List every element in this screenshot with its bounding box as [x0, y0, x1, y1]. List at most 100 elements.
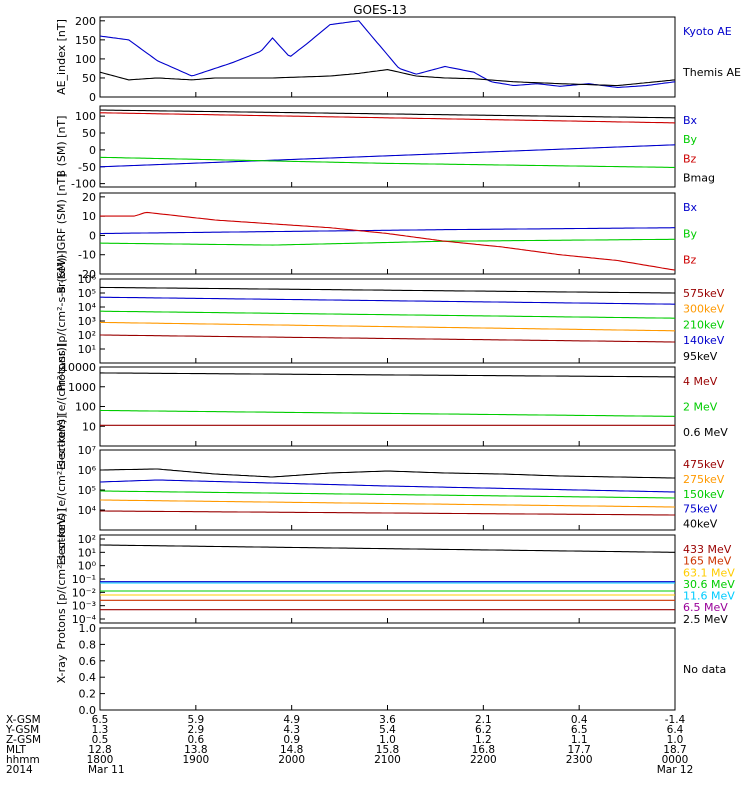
x-tick-value: 1.2 — [475, 734, 492, 746]
x-tick-value: 4.3 — [283, 724, 300, 736]
y-tick-label: 1.0 — [79, 622, 97, 635]
legend-entry: Bx — [683, 201, 698, 214]
y-tick-label: 0.0 — [79, 704, 97, 717]
legend-entry: 0.6 MeV — [683, 426, 728, 439]
x-tick-value: 2100 — [374, 754, 401, 766]
x-tick-value: 0.9 — [283, 734, 300, 746]
legend-entry: 275keV — [683, 473, 725, 486]
series-95kev — [100, 334, 675, 343]
x-tick-value: 0.4 — [571, 714, 588, 726]
y-axis-label: Electrons [e/(cm²-s-sr-keV)] — [55, 415, 68, 566]
y-tick-label: -100 — [71, 178, 96, 191]
y-axis-label: Protons [p/(cm²-s-sr-keV)] — [55, 508, 68, 649]
y-tick-label: 10¹ — [78, 546, 96, 559]
y-tick-label: 0 — [89, 91, 96, 104]
series-themis-ae — [99, 69, 676, 87]
y-tick-label: 0.2 — [79, 688, 97, 701]
x-row-label: Z-GSM — [6, 734, 41, 746]
y-axis-label: X-ray — [55, 654, 68, 683]
y-tick-label: 10⁻¹ — [72, 573, 96, 586]
legend-entry: 575keV — [683, 287, 725, 300]
y-tick-label: 50 — [82, 72, 96, 85]
y-tick-label: 200 — [75, 15, 96, 28]
series-bz — [100, 112, 676, 124]
y-tick-label: 20 — [82, 191, 96, 204]
x-tick-value: 0000 — [662, 754, 689, 766]
y-tick-label: 0 — [89, 144, 96, 157]
legend-entry: 6.5 MeV — [683, 601, 728, 614]
y-tick-label: -50 — [78, 161, 96, 174]
y-tick-label: 10⁶ — [78, 464, 97, 477]
series-bmag — [99, 109, 675, 119]
legend-entry: 433 MeV — [683, 543, 732, 556]
x-tick-value: 1900 — [182, 754, 209, 766]
x-row-label: 2014 — [6, 764, 33, 776]
y-tick-label: -20 — [78, 268, 96, 281]
legend-entry: 140keV — [683, 334, 725, 347]
panel-frame — [99, 627, 676, 711]
legend-entry: By — [683, 227, 698, 240]
x-tick-value: 18.7 — [663, 744, 686, 756]
series-by — [99, 156, 675, 168]
legend-entry: 11.6 MeV — [683, 590, 735, 603]
y-tick-label: 10⁴ — [78, 504, 97, 517]
y-tick-label: 10² — [78, 329, 96, 342]
y-tick-label: 10² — [78, 533, 96, 546]
series-150kev — [100, 490, 675, 499]
series-210kev — [100, 310, 675, 319]
y-tick-label: 10⁻² — [72, 586, 96, 599]
x-tick-value: 0.5 — [92, 734, 109, 746]
legend-entry: 95keV — [683, 350, 718, 363]
x-tick-value: 14.8 — [280, 744, 303, 756]
series-75kev — [99, 479, 676, 493]
series-2.5-mev — [100, 544, 675, 553]
panel-1: 0 50 100 150 200 AE_index [nT] Kyoto AE Themis … — [55, 15, 741, 104]
y-tick-label: 10¹ — [78, 343, 96, 356]
y-tick-label: 10 — [82, 210, 96, 223]
y-tick-label: 0.4 — [79, 671, 97, 684]
y-axis-label: AE_index [nT] — [55, 19, 68, 95]
x-tick-value: 2.1 — [475, 714, 492, 726]
series-275kev — [100, 499, 675, 508]
series-2-mev — [99, 409, 676, 417]
legend-entry: 40keV — [683, 518, 718, 531]
y-tick-label: 10⁴ — [78, 301, 97, 314]
legend-entry: 475keV — [683, 458, 725, 471]
y-tick-label: 50 — [82, 127, 96, 140]
x-tick-value: 2300 — [566, 754, 593, 766]
x-row-label: MLT — [6, 744, 26, 756]
x-tick-value: 5.9 — [187, 714, 204, 726]
series-475kev — [100, 510, 675, 516]
y-tick-label: 10³ — [78, 315, 96, 328]
y-tick-label: 10⁵ — [78, 287, 96, 300]
x-row-label: Y-GSM — [5, 724, 39, 736]
series-40kev — [100, 468, 675, 479]
legend-entry: Bz — [683, 152, 697, 165]
series-bx — [100, 227, 675, 235]
x-tick-value: 5.4 — [379, 724, 396, 736]
series-kyoto-ae — [99, 20, 676, 89]
y-tick-label: 1000 — [68, 381, 96, 394]
x-tick-value: 2200 — [470, 754, 497, 766]
legend-entry: 63.1 MeV — [683, 566, 735, 579]
x-row-label: hhmm — [6, 754, 40, 766]
legend-entry: Themis AE — [682, 66, 741, 79]
legend-entry: Kyoto AE — [683, 25, 732, 38]
y-tick-label: 10⁷ — [78, 444, 96, 457]
x-tick-value: 1800 — [87, 754, 114, 766]
legend-entry: 75keV — [683, 503, 718, 516]
x-tick-value: 6.4 — [667, 724, 684, 736]
x-tick-value: 6.2 — [475, 724, 492, 736]
y-tick-label: 150 — [75, 34, 96, 47]
y-tick-label: 0.8 — [79, 638, 97, 651]
x-tick-value: 1.3 — [92, 724, 109, 736]
y-tick-label: 100 — [75, 110, 96, 123]
y-axis-label: Protons [p/(cm²-s-sr-keV)] — [55, 250, 68, 391]
y-tick-label: 10⁶ — [78, 273, 97, 286]
legend-entry: 2.5 MeV — [683, 613, 728, 626]
